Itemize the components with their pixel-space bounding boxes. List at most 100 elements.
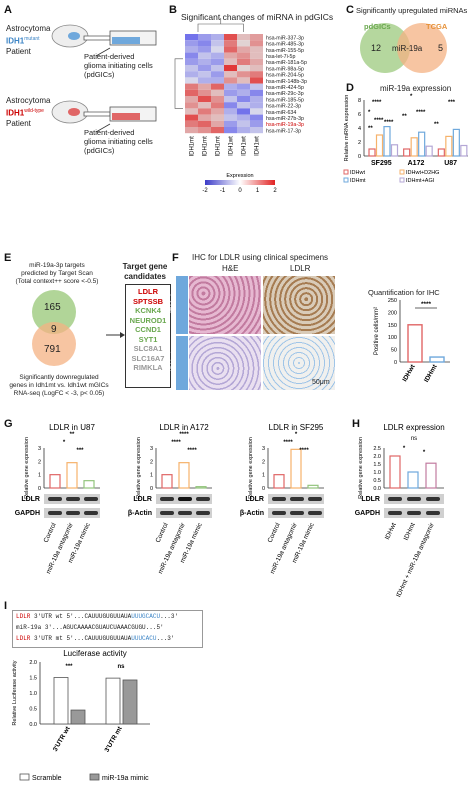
significance-mark: *	[295, 432, 298, 438]
panel-label: B	[169, 4, 177, 16]
heatmap-cell	[185, 40, 198, 47]
panel-c: C Significantly upregulated miRNAs pdGIC…	[340, 0, 474, 80]
panel-d: D miR-19a expression 0 2 4 6 8 Relative miRNA…	[340, 80, 474, 200]
column-label: IDH1wt	[242, 136, 248, 156]
blot-band	[426, 497, 440, 501]
y-tick-label: 200	[388, 310, 397, 316]
x-tick-label: IDHmt	[423, 363, 439, 384]
blot-band	[66, 511, 80, 515]
heatmap-cell	[198, 40, 211, 47]
bar	[122, 679, 138, 725]
heatmap-cell	[224, 96, 237, 103]
heatmap-cell	[237, 71, 250, 78]
row-label: hsa-miR-185-5p	[266, 97, 304, 103]
venn-title: Significantly upregulated miRNAs	[356, 6, 468, 15]
wildtype-patient-label: Astrocytoma IDH1wild-type Patient	[6, 96, 51, 128]
heatmap-cell	[211, 77, 224, 84]
panel-label: G	[4, 418, 13, 430]
bar	[418, 131, 426, 157]
y-tick-label: 0	[150, 486, 153, 492]
brain-mutant-icon	[51, 24, 157, 57]
heatmap-cell	[250, 65, 263, 72]
gene-green: NEUROD1	[129, 315, 167, 325]
venn-top-count: 165	[44, 302, 61, 313]
x-tick-label: Control	[267, 521, 282, 543]
row-label: hsa-miR-634	[266, 110, 296, 116]
y-tick-label: 2	[150, 459, 153, 465]
heatmap-cell	[224, 52, 237, 59]
heatmap-cell	[185, 71, 198, 78]
y-tick-label: 2.0	[29, 660, 37, 666]
blot-band	[272, 497, 286, 501]
legend-tick: 1	[256, 188, 260, 194]
legend-label: IDHmt+AGI	[406, 178, 435, 184]
gene-red: SPTSSB	[132, 296, 163, 306]
heatmap-cell	[237, 96, 250, 103]
chart-title: LDLR in A172	[159, 423, 209, 432]
heatmap-cell	[224, 114, 237, 121]
heatmap-cell	[211, 46, 224, 53]
venn-right-count: 5	[438, 43, 444, 53]
x-tick-label: IDHmt + miR-19a antagomir	[395, 521, 436, 598]
column-ldlr: LDLR	[290, 264, 311, 273]
significance-mark: *	[63, 440, 66, 446]
heatmap-cell	[250, 96, 263, 103]
blot-band	[308, 497, 322, 501]
bar	[178, 462, 190, 489]
heatmap-cell	[211, 127, 224, 134]
significance-mark: ns	[117, 664, 125, 670]
heatmap-cell	[250, 58, 263, 65]
blot-band	[196, 497, 210, 501]
y-tick-label: 0	[394, 360, 397, 366]
y-axis-label: Relative miRNA expression	[344, 95, 350, 162]
blot-label: β-Actin	[240, 510, 264, 517]
blot-band	[160, 497, 174, 501]
blot-band	[160, 511, 174, 515]
heatmap-cell	[185, 58, 198, 65]
column-label: IDH1wt	[229, 136, 235, 156]
panel-label: H	[352, 418, 360, 430]
heatmap-cell	[198, 89, 211, 96]
bar	[375, 134, 384, 157]
column-label: IDH1mt	[216, 136, 222, 157]
y-tick-label: 2.0	[373, 454, 381, 460]
gene-green: KCNK4	[135, 306, 161, 315]
y-tick-label: 0.0	[29, 722, 37, 728]
dendrogram-top	[197, 23, 244, 32]
heatmap-cell	[185, 52, 198, 59]
heatmap-cell	[237, 40, 250, 47]
blot-band	[178, 511, 192, 515]
heatmap-cell	[237, 58, 250, 65]
gene-red: LDLR	[138, 287, 158, 296]
column-label: IDH1wt	[255, 136, 261, 156]
legend-label: Scramble	[32, 775, 62, 782]
heatmap-cell	[237, 52, 250, 59]
row-label: hsa-miR-485-3p	[266, 42, 304, 48]
blot-band	[308, 511, 322, 515]
venn-center: miR-19a	[392, 44, 423, 53]
blot-band	[84, 497, 98, 501]
heatmap-cell	[211, 65, 224, 72]
y-tick-label: 6	[358, 112, 361, 118]
heatmap-cell	[185, 127, 198, 134]
bar	[66, 462, 78, 489]
bar	[452, 128, 460, 157]
heatmap-cell	[185, 77, 198, 84]
heatmap-cell	[211, 58, 224, 65]
bar	[425, 145, 433, 157]
ihc-title: IHC for LDLR using clinical specimens	[192, 253, 329, 262]
quant-title: Quantification for IHC	[368, 288, 440, 297]
row-label: hsa-miR-424-5p	[266, 85, 304, 91]
heatmap-cell	[250, 71, 263, 78]
y-tick-label: 1	[150, 473, 153, 479]
y-axis-label: Relative gene expression	[24, 437, 30, 499]
y-tick-label: 100	[388, 335, 397, 341]
chart-title: LDLR expression	[383, 423, 444, 432]
y-tick-label: 1	[38, 473, 41, 479]
blot-band	[178, 497, 192, 501]
significance-mark: **	[368, 126, 373, 132]
row-label: hsa-miR-337-3p	[266, 35, 304, 41]
significance-mark: ***	[76, 448, 84, 454]
venn-right-name: TCGA	[426, 22, 448, 31]
heatmap-cell	[237, 89, 250, 96]
